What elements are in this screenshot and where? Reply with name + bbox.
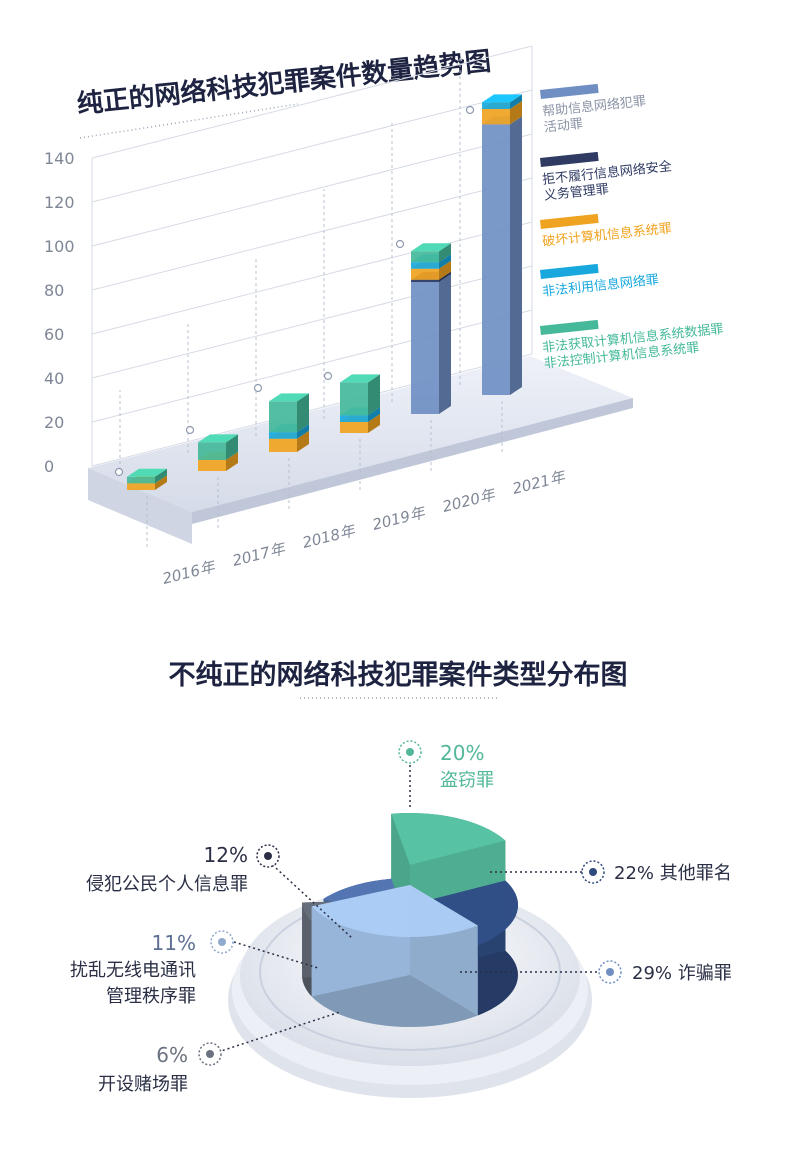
bar-segment xyxy=(482,94,522,109)
label-privacy-name: 侵犯公民个人信息罪 xyxy=(86,874,248,895)
label-radio-pct: 11% xyxy=(152,931,196,955)
label-gamble-name: 开设赌场罪 xyxy=(98,1074,188,1095)
year-marker-circle xyxy=(395,239,405,249)
legend-swatch xyxy=(540,83,599,99)
y-tick-label: 100 xyxy=(44,237,75,256)
label-radio-line2: 管理秩序罪 xyxy=(106,986,196,1007)
legend-swatch xyxy=(540,213,599,229)
bars xyxy=(127,94,522,490)
pie-slice xyxy=(311,885,478,1027)
bar-segment xyxy=(198,434,238,460)
legend-label-line2: 义务管理罪 xyxy=(543,181,609,204)
year-marker-circle xyxy=(465,105,475,115)
legend-swatch xyxy=(540,319,599,335)
y-tick-label: 60 xyxy=(44,325,64,344)
label-gamble-pct: 6% xyxy=(156,1043,188,1067)
pie-connectors xyxy=(217,760,602,1053)
grid-line xyxy=(91,309,533,423)
y-tick-label: 80 xyxy=(44,281,64,300)
label-radio-line1: 扰乱无线电通讯 xyxy=(70,960,196,981)
platform-front xyxy=(88,468,192,544)
label-privacy-pct: 12% xyxy=(204,843,248,867)
grid-line xyxy=(91,177,533,291)
y-tick-label: 140 xyxy=(44,149,75,168)
bar-segment xyxy=(269,393,309,433)
grid-line xyxy=(91,133,533,247)
label-fraud: 29% 诈骗罪 xyxy=(632,963,732,984)
grid-lines xyxy=(91,45,533,467)
label-other: 22% 其他罪名 xyxy=(614,863,732,884)
grid-line xyxy=(91,353,533,467)
year-marker-circle xyxy=(185,425,195,435)
chart-title-2: 不纯正的网络科技犯罪案件类型分布图 xyxy=(169,659,628,691)
label-theft-pct: 20% xyxy=(440,741,484,765)
y-tick-label: 20 xyxy=(44,413,64,432)
year-marker-circle xyxy=(253,383,263,393)
legend-label-line2: 活动罪 xyxy=(543,117,583,136)
bar-segment xyxy=(127,468,167,484)
year-dotted-lines xyxy=(114,55,503,550)
grid-line xyxy=(91,45,533,159)
grid-line xyxy=(91,89,533,203)
pie-slices xyxy=(302,813,518,1027)
year-marker-circle xyxy=(323,371,333,381)
pie-label-markers xyxy=(198,740,622,1066)
y-axis-ticks: 0 20 40 60 80 100 120 140 xyxy=(44,149,75,476)
y-tick-label: 0 xyxy=(44,457,54,476)
year-marker-circle xyxy=(114,467,124,477)
title-underline-1 xyxy=(79,103,299,139)
legend-swatch xyxy=(540,263,599,279)
bar-segment xyxy=(340,374,380,416)
label-theft-name: 盗窃罪 xyxy=(440,770,494,791)
grid-line xyxy=(91,265,533,379)
y-tick-label: 120 xyxy=(44,193,75,212)
legend-swatch xyxy=(540,151,599,167)
bar-segment xyxy=(411,274,451,414)
grid-line xyxy=(91,221,533,335)
platform-side xyxy=(192,398,633,524)
y-tick-label: 40 xyxy=(44,369,64,388)
bar-segment xyxy=(411,243,451,263)
